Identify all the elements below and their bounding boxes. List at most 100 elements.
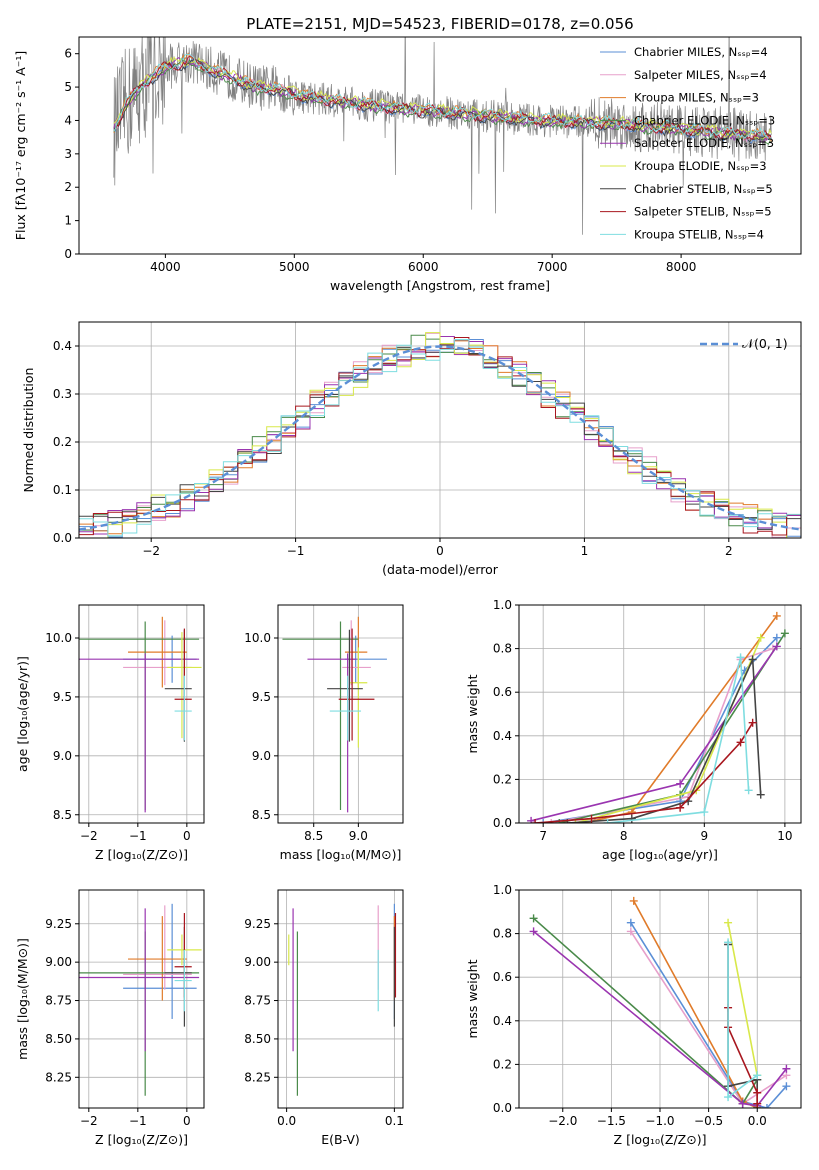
x-tick-label: 0	[436, 544, 444, 558]
point-marker	[762, 1104, 771, 1108]
panel-age_vs_mass: 8.5 9.0 8.5 9.0 9.5 10.0 mass [log₁₀(M/M⊙)]	[244, 604, 404, 862]
x-axis-label: age [log₁₀(age/yr)]	[602, 847, 718, 862]
legend-label-chabrier_elodie: Chabrier ELODIE, Nₛₛₚ=3	[634, 113, 775, 127]
point-marker	[676, 779, 685, 788]
x-tick-label: 8.5	[304, 829, 323, 843]
x-tick-label: −1	[287, 544, 305, 558]
panel-spectrum: 4000 5000 6000 7000 8000 0 1 2 3 4 5 6 Chabrier MILE…	[13, 15, 802, 293]
point-marker	[626, 918, 635, 927]
point-marker	[529, 914, 538, 923]
y-tick-label: 9.25	[244, 917, 271, 931]
point-marker	[753, 1088, 762, 1097]
x-tick-label: 7	[539, 829, 547, 843]
x-axis-label: Z [log₁₀(Z/Z⊙)]	[95, 1132, 188, 1147]
y-tick-label: 4	[64, 113, 72, 127]
y-tick-label: 9.0	[53, 749, 72, 763]
series-kroupa_stelib	[607, 657, 750, 823]
plot-area-weight_vs_Z	[529, 896, 791, 1108]
x-axis-label: E(B-V)	[321, 1132, 360, 1147]
y-tick-label: 1.0	[493, 598, 512, 612]
y-tick-label: 8.5	[53, 808, 72, 822]
y-tick-label: 0	[64, 247, 72, 261]
series-salpeter_miles	[551, 647, 774, 823]
point-marker	[753, 1071, 762, 1080]
axes-frame	[277, 889, 404, 1109]
axes-frame	[277, 604, 404, 824]
x-tick-label: 10	[777, 829, 792, 843]
point-marker	[756, 633, 765, 642]
panel-residuals: −2 −1 0 1 2 0.0 0.1 0.2 0.3 0.4 𝒩(0, 1) (data-model…	[21, 321, 802, 577]
y-axis-label: Flux [fλ10⁻¹⁷ erg cm⁻² s⁻¹ A⁻¹]	[13, 51, 28, 240]
axes-frame	[78, 36, 802, 255]
gaussian-curve	[79, 345, 801, 531]
x-axis-label: Z [log₁₀(Z/Z⊙)]	[614, 1132, 707, 1147]
y-tick-label: 10.0	[244, 631, 271, 645]
y-axis-label: age [log₁₀(age/yr)]	[15, 656, 30, 772]
y-tick-label: 9.5	[53, 690, 72, 704]
legend-label-gaussian: 𝒩(0, 1)	[742, 336, 788, 351]
panel-mass_vs_Z: −2 −1 0 8.25 8.50 8.75 9.00 9.25 Z [log₁₀(Z/Z⊙)]…	[15, 889, 205, 1147]
axes-frame	[78, 889, 205, 1109]
axes-frame	[518, 889, 802, 1109]
x-tick-label: 9.0	[349, 829, 368, 843]
y-tick-label: 0.2	[493, 772, 512, 786]
x-tick-label: 2	[725, 544, 733, 558]
y-tick-label: 0.2	[53, 435, 72, 449]
y-tick-label: 0.0	[493, 1101, 512, 1115]
x-tick-label: −2.0	[548, 1114, 577, 1128]
x-tick-label: 8000	[666, 260, 697, 274]
y-tick-label: 0.4	[493, 729, 512, 743]
x-axis-label: mass [log₁₀(M/M⊙)]	[280, 847, 402, 862]
point-marker	[527, 816, 536, 823]
y-tick-label: 8.25	[244, 1070, 271, 1084]
legend-label-kroupa_miles: Kroupa MILES, Nₛₛₚ=3	[634, 91, 759, 105]
panel-age_vs_Z: −2 −1 0 8.5 9.0 9.5 10.0 Z [log₁₀(Z/Z⊙)] age [lo…	[15, 604, 205, 862]
point-marker	[782, 1082, 791, 1091]
plot-area-spectrum	[113, 37, 772, 235]
y-tick-label: 2	[64, 180, 72, 194]
point-marker	[627, 814, 636, 823]
x-tick-label: 0	[183, 1114, 191, 1128]
x-tick-label: −1.0	[645, 1114, 674, 1128]
histogram-salpeter_elodie	[79, 336, 801, 535]
y-tick-label: 0.8	[493, 927, 512, 941]
y-tick-label: 8.50	[45, 1032, 72, 1046]
series-kroupa_miles	[632, 900, 758, 1108]
x-tick-label: 9	[700, 829, 708, 843]
y-tick-label: 1	[64, 214, 72, 228]
plot-area-mass_vs_ebv	[288, 903, 397, 1096]
legend: Chabrier MILES, Nₛₛₚ=4 Salpeter MILES, Nₛ…	[600, 45, 775, 241]
y-tick-label: 9.00	[244, 955, 271, 969]
y-tick-label: 0.1	[53, 483, 72, 497]
y-tick-label: 9.0	[252, 749, 271, 763]
x-tick-label: 7000	[537, 260, 568, 274]
y-tick-label: 0.6	[493, 970, 512, 984]
y-tick-label: 0.6	[493, 685, 512, 699]
x-tick-label: −2	[80, 829, 98, 843]
x-axis-label: Z [log₁₀(Z/Z⊙)]	[95, 847, 188, 862]
point-marker	[539, 819, 548, 823]
x-tick-label: 0.0	[748, 1114, 767, 1128]
series-salpeter_elodie	[530, 645, 778, 822]
y-tick-label: 8.50	[244, 1032, 271, 1046]
x-tick-label: −1	[129, 1114, 147, 1128]
y-tick-label: 8.5	[252, 808, 271, 822]
x-tick-label: 8	[620, 829, 628, 843]
y-tick-label: 0.4	[493, 1014, 512, 1028]
model-fit-salpeter_stelib	[113, 55, 772, 141]
plot-area-residuals	[79, 332, 801, 538]
x-tick-label: −2	[142, 544, 160, 558]
x-tick-label: 0.0	[277, 1114, 296, 1128]
x-tick-label: −1.5	[597, 1114, 626, 1128]
axes-frame	[518, 604, 802, 824]
x-tick-label: 1	[581, 544, 589, 558]
y-tick-label: 8.75	[244, 994, 271, 1008]
point-marker	[772, 633, 781, 642]
plot-area-mass_vs_Z	[79, 903, 202, 1096]
axes-frame	[78, 321, 802, 539]
point-marker	[748, 655, 757, 664]
plot-area-age_vs_mass	[282, 616, 387, 813]
y-tick-label: 0.2	[493, 1057, 512, 1071]
y-tick-label: 10.0	[45, 631, 72, 645]
chart-title: PLATE=2151, MJD=54523, FIBERID=0178, z=0…	[246, 15, 633, 33]
